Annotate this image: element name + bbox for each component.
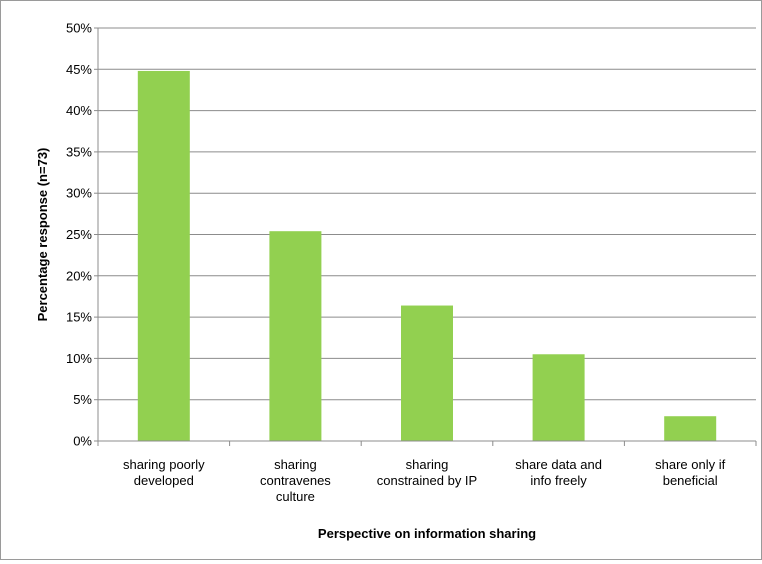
x-category-label: share data and info freely (515, 457, 602, 488)
y-tick-label: 5% (73, 392, 92, 407)
bar (269, 231, 322, 441)
x-category-label: sharing poorly developed (123, 457, 205, 488)
y-tick-label: 40% (66, 103, 92, 118)
bar (664, 416, 717, 441)
bar (137, 70, 190, 442)
x-category-label: sharing constrained by IP (377, 457, 477, 488)
y-tick-label: 25% (66, 227, 92, 242)
y-tick-label: 15% (66, 310, 92, 325)
gridlines (98, 27, 756, 401)
bars (137, 70, 717, 442)
x-axis-title: Perspective on information sharing (318, 526, 536, 541)
y-tick-label: 30% (66, 186, 92, 201)
bar (401, 305, 453, 441)
y-tick-labels: 0% 5% 10% 15% 20% 25% 30% 35% 40% 45% 50% (66, 21, 92, 449)
y-tick-label: 45% (66, 62, 92, 77)
y-axis-title: Percentage response (n=73) (35, 148, 50, 322)
y-tick-label: 0% (73, 434, 92, 449)
bar (532, 354, 585, 441)
x-category-labels: sharing poorly developed sharing contravene… (123, 457, 726, 504)
y-tick-label: 50% (66, 21, 92, 36)
y-tick-label: 20% (66, 268, 92, 283)
y-tick-label: 35% (66, 144, 92, 159)
y-tick-label: 10% (66, 351, 92, 366)
x-category-label: share only if beneficial (655, 457, 725, 488)
x-category-label: sharing contravenes culture (260, 457, 331, 504)
axes (94, 27, 757, 446)
